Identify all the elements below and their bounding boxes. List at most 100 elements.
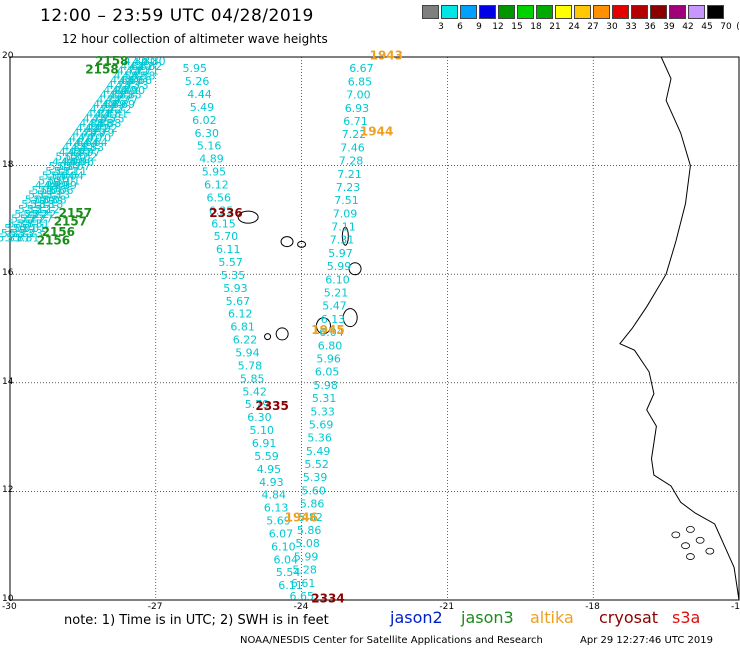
- wave-height-value: 5.11: [54, 165, 79, 178]
- wave-height-value: 5.23: [1, 227, 26, 240]
- wave-height-value: 5.06: [49, 184, 74, 197]
- wave-height-value: 5.79: [245, 398, 269, 411]
- wave-height-value: 4.71: [126, 65, 151, 78]
- legend-entry-cryosat: cryosat: [599, 608, 659, 627]
- wave-height-value: 6.93: [345, 102, 370, 115]
- wave-height-value: 6.02: [192, 114, 217, 127]
- wave-height-value: 5.18: [39, 198, 64, 211]
- color-swatch: [688, 5, 705, 19]
- wave-height-value: 5.59: [254, 450, 278, 463]
- color-scale-label: 42: [682, 22, 694, 32]
- wave-height-value: 6.11: [278, 579, 303, 592]
- wave-height-value: 5.57: [218, 256, 243, 269]
- wave-height-value: 5.13: [37, 189, 62, 202]
- wave-height-value: 5.01: [47, 174, 72, 187]
- wave-height-value: 5.39: [303, 471, 328, 484]
- x-tick-label: -24: [293, 602, 309, 612]
- wave-height-value: 5.54: [276, 566, 301, 579]
- island-outline: [681, 542, 690, 550]
- wave-height-value: 5.23: [18, 227, 43, 240]
- wave-height-value: 4.99: [44, 179, 68, 192]
- pass-time-label: 2157: [59, 206, 92, 220]
- x-tick-label: -27: [147, 602, 163, 612]
- map-frame: [9, 56, 740, 601]
- wave-height-value: 4.90: [112, 84, 137, 97]
- wave-height-value: 6.05: [315, 366, 340, 379]
- legend-entry-altika: altika: [530, 608, 574, 627]
- wave-height-value: 5.18: [30, 198, 55, 211]
- color-swatch: [517, 5, 534, 19]
- wave-height-value: 4.80: [124, 55, 149, 68]
- color-swatch: [593, 5, 610, 19]
- wave-height-value: 6.15: [211, 217, 236, 230]
- wave-height-value: 5.18: [21, 198, 46, 211]
- wave-height-value: 5.94: [235, 347, 260, 360]
- x-tick-label: -21: [439, 602, 455, 612]
- wave-height-value: 4.81: [95, 108, 120, 121]
- wave-height-value: 5.06: [32, 184, 57, 197]
- wave-height-value: 5.96: [316, 353, 341, 366]
- wave-height-value: 6.61: [291, 577, 316, 590]
- wave-height-value: 5.31: [25, 217, 49, 230]
- wave-height-value: 4.69: [93, 98, 118, 111]
- wave-height-value: 4.71: [134, 65, 159, 78]
- wave-height-value: 4.72: [90, 103, 115, 116]
- wave-height-value: 5.08: [42, 194, 66, 207]
- legend-entry-s3a: s3a: [672, 608, 701, 627]
- wave-height-value: 4.44: [187, 88, 212, 101]
- wave-height-value: 6.04: [319, 326, 344, 339]
- wave-height-value: 5.36: [307, 432, 332, 445]
- wave-height-value: 4.69: [102, 98, 127, 111]
- wave-height-value: 5.33: [310, 405, 335, 418]
- wave-height-value: 7.31: [330, 234, 355, 247]
- wave-height-value: 4.88: [88, 117, 113, 130]
- pass-time-label: 2334: [311, 592, 344, 606]
- color-swatch: [650, 5, 667, 19]
- wave-height-value: 4.97: [76, 146, 101, 159]
- island-outline: [705, 547, 715, 555]
- wave-height-value: 6.71: [343, 115, 368, 128]
- x-tick-label: -30: [2, 602, 17, 612]
- wave-height-value: 5.12: [18, 203, 43, 216]
- wave-height-value: 4.62: [120, 60, 145, 73]
- pass-time-label: 2158: [85, 62, 118, 76]
- wave-height-value: 4.97: [59, 146, 84, 159]
- wave-height-value: 5.81: [0, 232, 22, 245]
- wave-height-map[interactable]: 5.95 5.26 4.44 5.49 6.02 6.30 5.16 4.89 5.95 6.12…: [0, 49, 740, 606]
- wave-height-value: 5.11: [45, 165, 69, 178]
- x-tick-label: -18: [585, 602, 600, 612]
- color-scale-label: 45: [701, 22, 713, 32]
- color-swatch: [555, 5, 572, 19]
- wave-height-value: 6.22: [233, 334, 257, 347]
- color-swatch: [498, 5, 515, 19]
- wave-height-value: 4.62: [129, 60, 154, 73]
- wave-height-value: 5.01: [56, 174, 81, 187]
- wave-height-value: 5.16: [197, 140, 222, 153]
- color-scale-label: (ft): [736, 22, 740, 32]
- wave-height-value: 5.27: [29, 213, 54, 226]
- wave-height-value: 5.85: [240, 372, 265, 385]
- wave-height-value: 4.69: [111, 98, 136, 111]
- wave-height-value: 6.85: [348, 75, 373, 88]
- wave-height-value: 5.02: [64, 151, 89, 164]
- wave-height-value: 6.10: [271, 540, 296, 553]
- wave-height-value: 4.73: [124, 79, 149, 92]
- page-title: 12:00 – 23:59 UTC 04/28/2019: [40, 6, 314, 26]
- wave-height-value: 4.92: [76, 122, 101, 135]
- wave-height-value: 4.66: [110, 74, 135, 87]
- y-tick-label: 12: [2, 485, 14, 496]
- island-outline: [671, 531, 681, 539]
- wave-height-value: 5.98: [313, 379, 338, 392]
- wave-height-value: 6.65: [290, 590, 315, 603]
- color-scale-label: 21: [549, 22, 561, 32]
- island-outline: [280, 236, 294, 248]
- wave-height-value: 5.81: [15, 232, 40, 245]
- color-scale-label: 24: [568, 22, 580, 32]
- y-tick-label: 16: [2, 268, 14, 279]
- wave-height-value: 6.07: [269, 527, 294, 540]
- wave-height-value: 5.08: [33, 194, 58, 207]
- legend-entry-jason3: jason3: [461, 608, 514, 627]
- wave-height-value: 5.07: [49, 160, 74, 173]
- island-outline: [342, 308, 358, 328]
- legend-entry-jason2: jason2: [390, 608, 443, 627]
